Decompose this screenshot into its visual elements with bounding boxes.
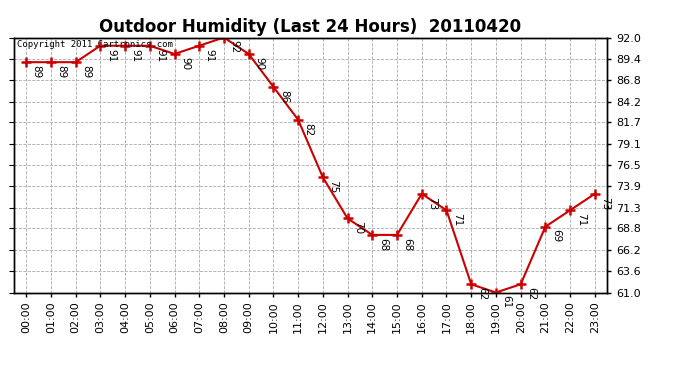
Text: 71: 71 — [452, 213, 462, 226]
Title: Outdoor Humidity (Last 24 Hours)  20110420: Outdoor Humidity (Last 24 Hours) 2011042… — [99, 18, 522, 36]
Text: 68: 68 — [402, 238, 413, 251]
Text: 62: 62 — [477, 287, 486, 300]
Text: 89: 89 — [57, 65, 66, 78]
Text: 69: 69 — [551, 230, 561, 243]
Text: 62: 62 — [526, 287, 536, 300]
Text: 90: 90 — [254, 57, 264, 70]
Text: 71: 71 — [575, 213, 586, 226]
Text: 86: 86 — [279, 90, 289, 103]
Text: 91: 91 — [155, 48, 166, 62]
Text: 91: 91 — [205, 48, 215, 62]
Text: 89: 89 — [81, 65, 91, 78]
Text: 92: 92 — [230, 40, 239, 54]
Text: 90: 90 — [180, 57, 190, 70]
Text: Copyright 2011 Cartronics.com: Copyright 2011 Cartronics.com — [17, 40, 172, 49]
Text: 73: 73 — [600, 196, 611, 210]
Text: 61: 61 — [502, 295, 511, 309]
Text: 75: 75 — [328, 180, 338, 194]
Text: 73: 73 — [427, 196, 437, 210]
Text: 68: 68 — [378, 238, 388, 251]
Text: 91: 91 — [106, 48, 116, 62]
Text: 82: 82 — [304, 123, 314, 136]
Text: 70: 70 — [353, 221, 363, 234]
Text: 91: 91 — [130, 48, 141, 62]
Text: 89: 89 — [32, 65, 41, 78]
